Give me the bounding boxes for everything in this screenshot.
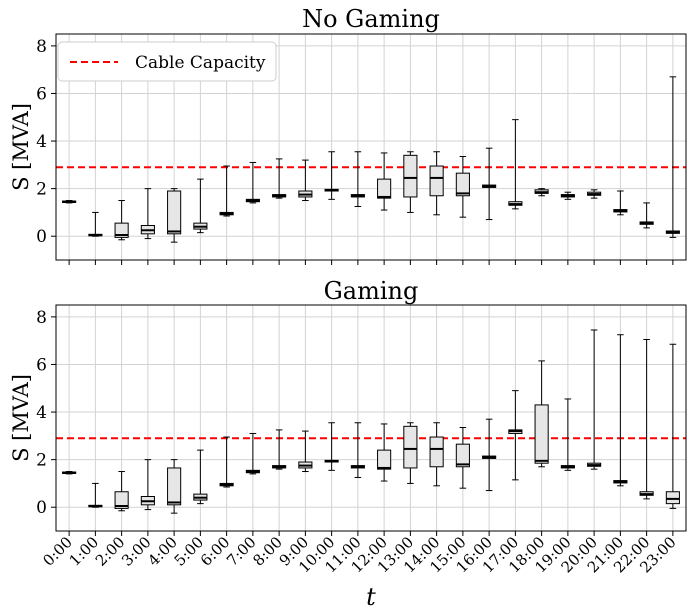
box-iqr [429, 165, 444, 197]
box-iqr [429, 436, 444, 468]
box-19 [560, 398, 575, 471]
y-axis-label: S [MVA] [9, 374, 33, 462]
box-12 [377, 152, 392, 211]
box-15 [455, 427, 470, 489]
box-11 [350, 151, 365, 207]
panel-gaming: Gaming 0 2 4 6 8 0:001:002:003:004:005:006:0… [9, 277, 687, 576]
box-iqr [455, 443, 470, 468]
y-tick-label: 4 [36, 403, 47, 423]
y-tick-label: 2 [36, 180, 47, 200]
box-2 [114, 200, 129, 241]
box-4 [167, 459, 182, 514]
box-iqr [114, 491, 129, 509]
box-13 [403, 151, 418, 213]
box-3 [140, 459, 155, 511]
box-18 [534, 188, 549, 197]
x-axis-label: t [366, 583, 376, 611]
box-15 [455, 156, 470, 218]
legend-label: Cable Capacity [135, 53, 266, 73]
box-iqr [167, 190, 182, 235]
box-23 [665, 343, 680, 509]
box-14 [429, 422, 444, 487]
box-6 [219, 436, 234, 488]
box-18 [534, 360, 549, 468]
y-ticks: 0 2 4 6 8 [36, 37, 56, 247]
box-iqr [403, 425, 418, 469]
axes-frame [55, 33, 687, 261]
box-iqr [377, 178, 392, 199]
y-axis-label: S [MVA] [9, 103, 33, 191]
y-tick-label: 8 [36, 37, 47, 57]
box-9 [298, 159, 313, 202]
boxes [62, 76, 680, 243]
box-iqr [377, 449, 392, 470]
box-10 [324, 422, 339, 471]
box-21 [613, 334, 628, 487]
box-20 [587, 329, 602, 470]
x-ticks [68, 260, 674, 265]
box-16 [482, 418, 497, 492]
box-iqr [455, 172, 470, 197]
box-17 [508, 119, 523, 210]
chart-title: No Gaming [302, 5, 440, 33]
y-ticks: 0 2 4 6 8 [36, 308, 56, 518]
chart-title: Gaming [324, 277, 419, 305]
box-0 [62, 200, 77, 204]
panel-no-gaming: No Gaming 0 2 4 6 8 S [MVA] Cable Capacity [9, 5, 687, 265]
axes-frame [55, 304, 687, 532]
box-3 [140, 188, 155, 240]
box-iqr [665, 491, 680, 505]
y-tick-label: 2 [36, 451, 47, 471]
box-23 [665, 76, 680, 238]
box-iqr [403, 154, 418, 198]
legend-box [57, 41, 277, 82]
boxes [62, 329, 680, 514]
y-tick-label: 6 [36, 84, 47, 104]
box-0 [62, 471, 77, 475]
y-tick-label: 8 [36, 308, 47, 328]
x-ticks: 0:001:002:003:004:005:006:007:008:009:00… [39, 531, 680, 576]
box-10 [324, 151, 339, 200]
box-1 [88, 482, 103, 508]
box-2 [114, 471, 129, 512]
box-11 [350, 422, 365, 478]
box-22 [639, 338, 654, 500]
box-7 [245, 432, 260, 475]
box-4 [167, 188, 182, 243]
box-12 [377, 423, 392, 482]
y-tick-label: 4 [36, 132, 47, 152]
box-8 [272, 158, 287, 199]
box-21 [613, 190, 628, 216]
box-19 [560, 191, 575, 200]
box-7 [245, 161, 260, 204]
box-5 [193, 178, 208, 234]
box-20 [587, 189, 602, 199]
box-8 [272, 429, 287, 470]
y-tick-label: 0 [36, 227, 47, 247]
box-9 [298, 430, 313, 473]
box-22 [639, 202, 654, 229]
box-iqr [114, 222, 129, 238]
box-16 [482, 147, 497, 221]
box-1 [88, 211, 103, 237]
y-tick-label: 6 [36, 355, 47, 375]
box-6 [219, 165, 234, 217]
y-tick-label: 0 [36, 498, 47, 518]
box-iqr [167, 467, 182, 506]
box-14 [429, 151, 444, 216]
box-5 [193, 449, 208, 505]
box-iqr [534, 404, 549, 464]
legend: Cable Capacity [57, 41, 277, 82]
box-17 [508, 390, 523, 481]
box-13 [403, 422, 418, 484]
